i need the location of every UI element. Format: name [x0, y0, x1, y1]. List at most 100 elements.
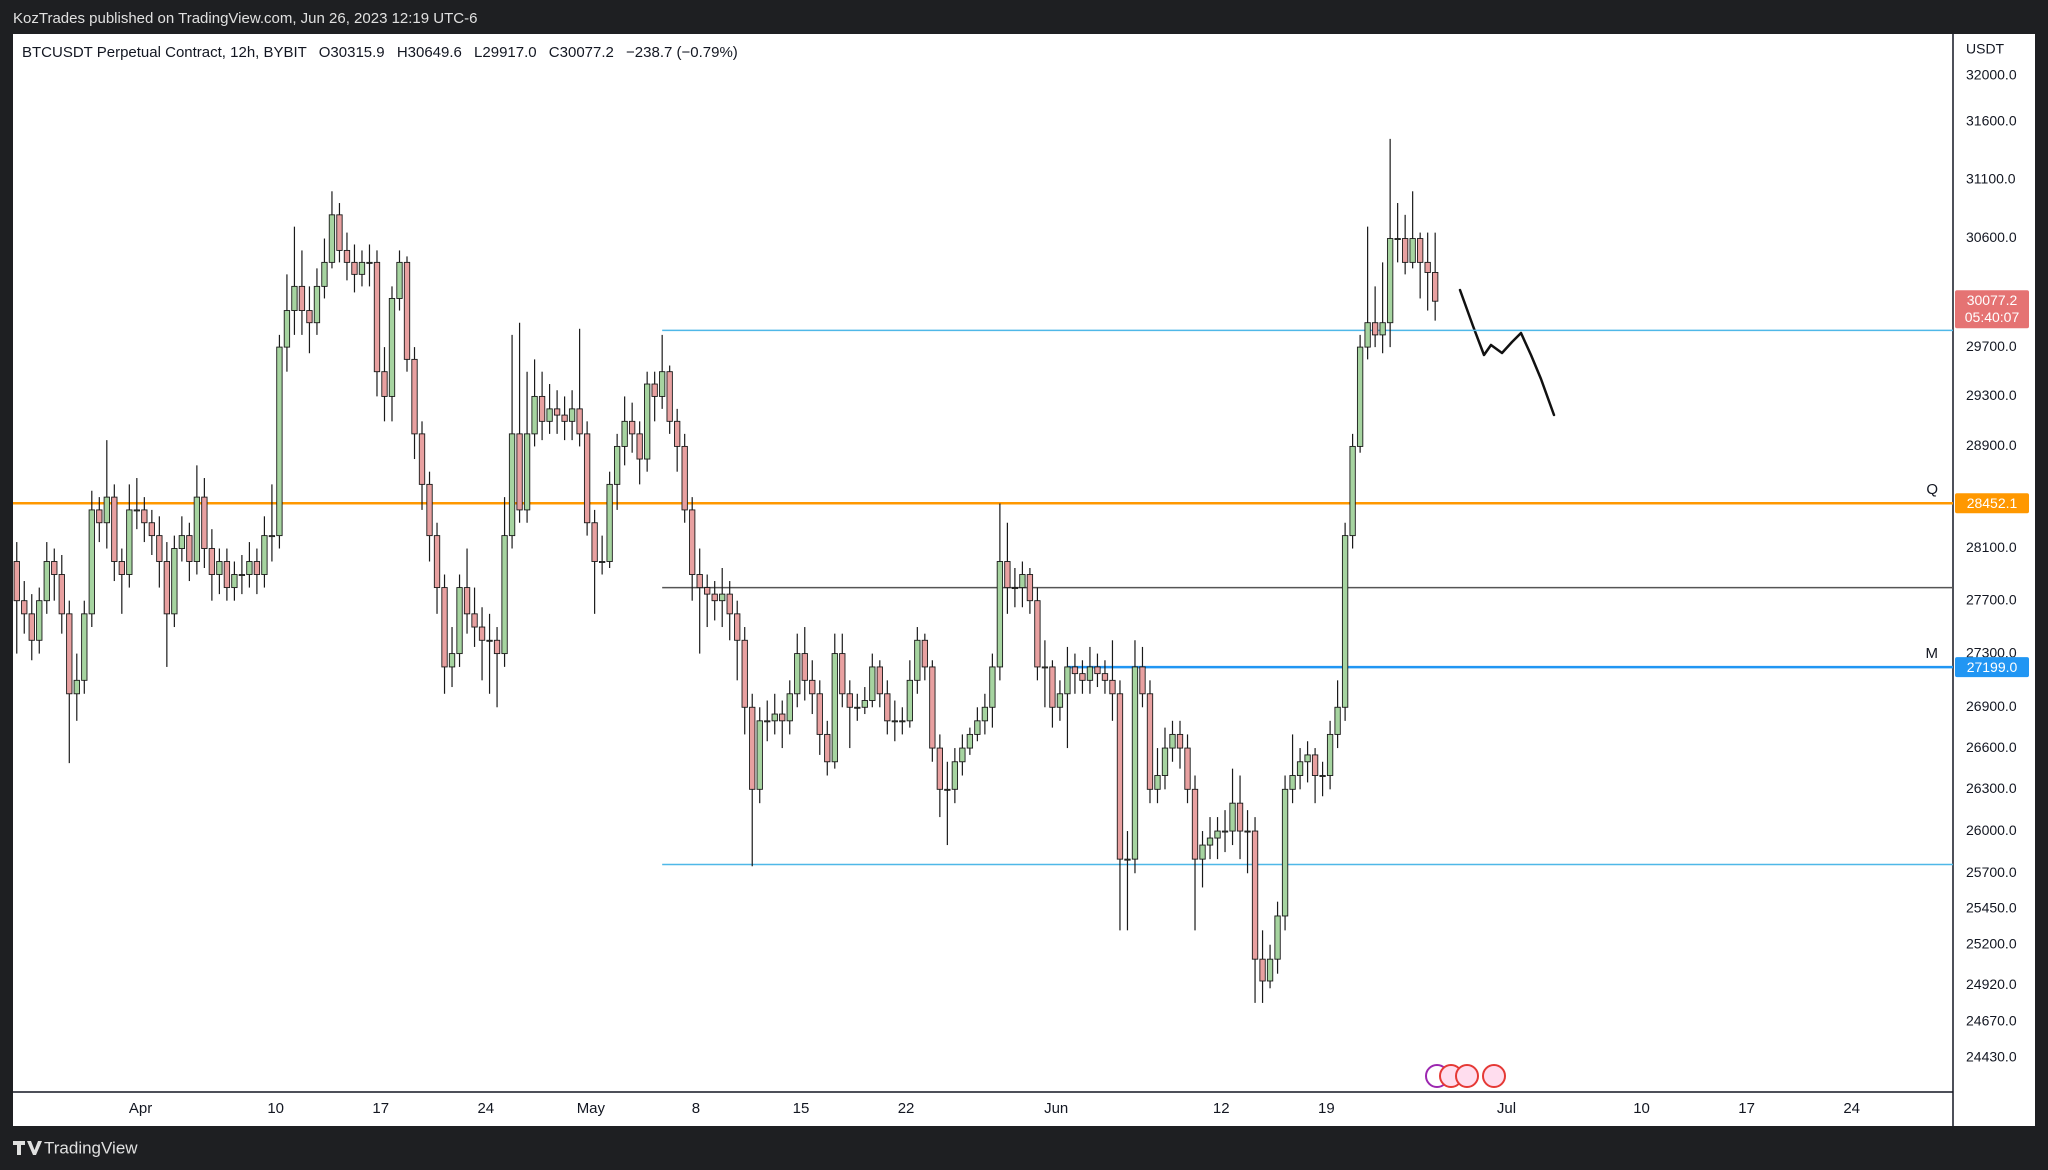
candle-body	[201, 496, 208, 549]
candle-body	[1101, 673, 1109, 681]
y-tick-label: 25450.0	[1966, 900, 2017, 916]
candle-body	[73, 679, 80, 695]
candle-body	[298, 285, 306, 312]
candle-body	[486, 639, 493, 642]
candle-body	[876, 666, 883, 695]
candle-body	[613, 445, 621, 485]
candle-body	[1289, 775, 1296, 790]
candle-body	[463, 587, 471, 615]
candle-body	[163, 561, 170, 615]
last-price-tag	[1955, 290, 2029, 329]
candle-body	[238, 574, 246, 576]
candle-body	[36, 600, 43, 641]
candle-body	[1184, 747, 1191, 790]
candle-body	[133, 509, 140, 512]
candle-body	[1349, 445, 1356, 537]
candle-body	[681, 445, 688, 511]
candle-body	[1386, 238, 1394, 324]
candle-body	[1131, 666, 1139, 860]
candle-body	[21, 600, 28, 615]
x-tick-label: 24	[477, 1100, 494, 1117]
candle-body	[343, 249, 351, 263]
candle-body	[223, 561, 231, 589]
candle-body	[824, 733, 831, 763]
candle-body	[88, 509, 95, 615]
event-icon[interactable]	[1455, 1064, 1479, 1088]
last-price-label: 30077.2	[1967, 292, 2018, 308]
hand-drawn-projection	[1458, 288, 1556, 417]
candle-body	[403, 261, 411, 360]
brand-name: TradingView	[44, 1138, 138, 1157]
y-tick-label: 32000.0	[1966, 67, 2017, 83]
x-tick-label: 17	[1738, 1100, 1755, 1117]
y-tick-label: 26000.0	[1966, 822, 2017, 838]
x-tick-label: 15	[793, 1100, 810, 1117]
candle-body	[1191, 788, 1199, 860]
ohlc-close: C30077.2	[549, 44, 614, 61]
candle-body	[126, 509, 133, 575]
ohlc-low: L29917.0	[474, 44, 537, 61]
candle-body	[118, 561, 125, 575]
candle-body	[291, 285, 298, 312]
candle-body	[576, 408, 583, 435]
y-tick-label: 27700.0	[1966, 591, 2017, 607]
candle-body	[1259, 958, 1266, 982]
candle-body	[598, 561, 606, 563]
candle-body	[328, 214, 336, 263]
candle-body	[411, 358, 418, 435]
candle-body	[96, 509, 103, 524]
y-tick-label: 29700.0	[1966, 338, 2017, 354]
candle-body	[516, 433, 523, 511]
candle-body	[749, 706, 756, 790]
candle-body	[508, 433, 516, 537]
candle-body	[186, 535, 193, 562]
event-icons[interactable]	[1425, 1064, 1506, 1088]
y-tick-label: 31600.0	[1966, 112, 2017, 128]
x-tick-label: May	[577, 1100, 606, 1117]
candle-body	[66, 613, 73, 695]
candle-body	[794, 653, 801, 695]
candle-body	[1079, 673, 1086, 681]
candle-body	[1326, 733, 1334, 776]
y-tick-label: 28900.0	[1966, 437, 2017, 453]
candle-body	[1011, 587, 1019, 590]
candle-body	[839, 653, 846, 695]
candle-body	[418, 433, 426, 485]
candle-body	[358, 261, 366, 275]
y-tick-label: 31100.0	[1966, 170, 2016, 186]
candle-body	[719, 593, 726, 602]
candle-body	[141, 509, 148, 524]
candle-body	[111, 496, 118, 562]
candle-body	[891, 720, 898, 723]
candle-body	[43, 561, 50, 602]
candle-body	[178, 535, 186, 549]
candle-body	[231, 574, 238, 589]
candle-body	[351, 261, 358, 275]
candle-body	[1056, 693, 1064, 708]
candle-body	[1206, 837, 1214, 846]
candle-body	[1319, 775, 1326, 777]
candle-body	[1124, 858, 1131, 861]
candle-body	[779, 713, 786, 722]
candle-body	[659, 371, 666, 397]
x-tick-label: Apr	[129, 1100, 152, 1117]
candle-body	[246, 561, 253, 575]
candle-body	[148, 522, 155, 537]
candle-body	[606, 483, 613, 562]
y-tick-label: 26600.0	[1966, 739, 2017, 755]
candle-body	[1026, 574, 1034, 602]
candle-body	[734, 613, 741, 641]
candle-body	[388, 298, 396, 397]
event-icon[interactable]	[1482, 1064, 1506, 1088]
symbol-title: BTCUSDT Perpetual Contract, 12h, BYBIT	[22, 44, 307, 61]
y-tick-label: 30600.0	[1966, 229, 2017, 245]
candle-body	[756, 720, 763, 790]
candle-body	[816, 693, 823, 735]
candle-body	[1034, 600, 1041, 668]
candle-body	[1041, 666, 1049, 669]
y-tick-label: 24430.0	[1966, 1048, 2017, 1064]
candle-body	[786, 693, 793, 722]
candle-body	[914, 639, 921, 681]
candle-body	[493, 639, 501, 655]
